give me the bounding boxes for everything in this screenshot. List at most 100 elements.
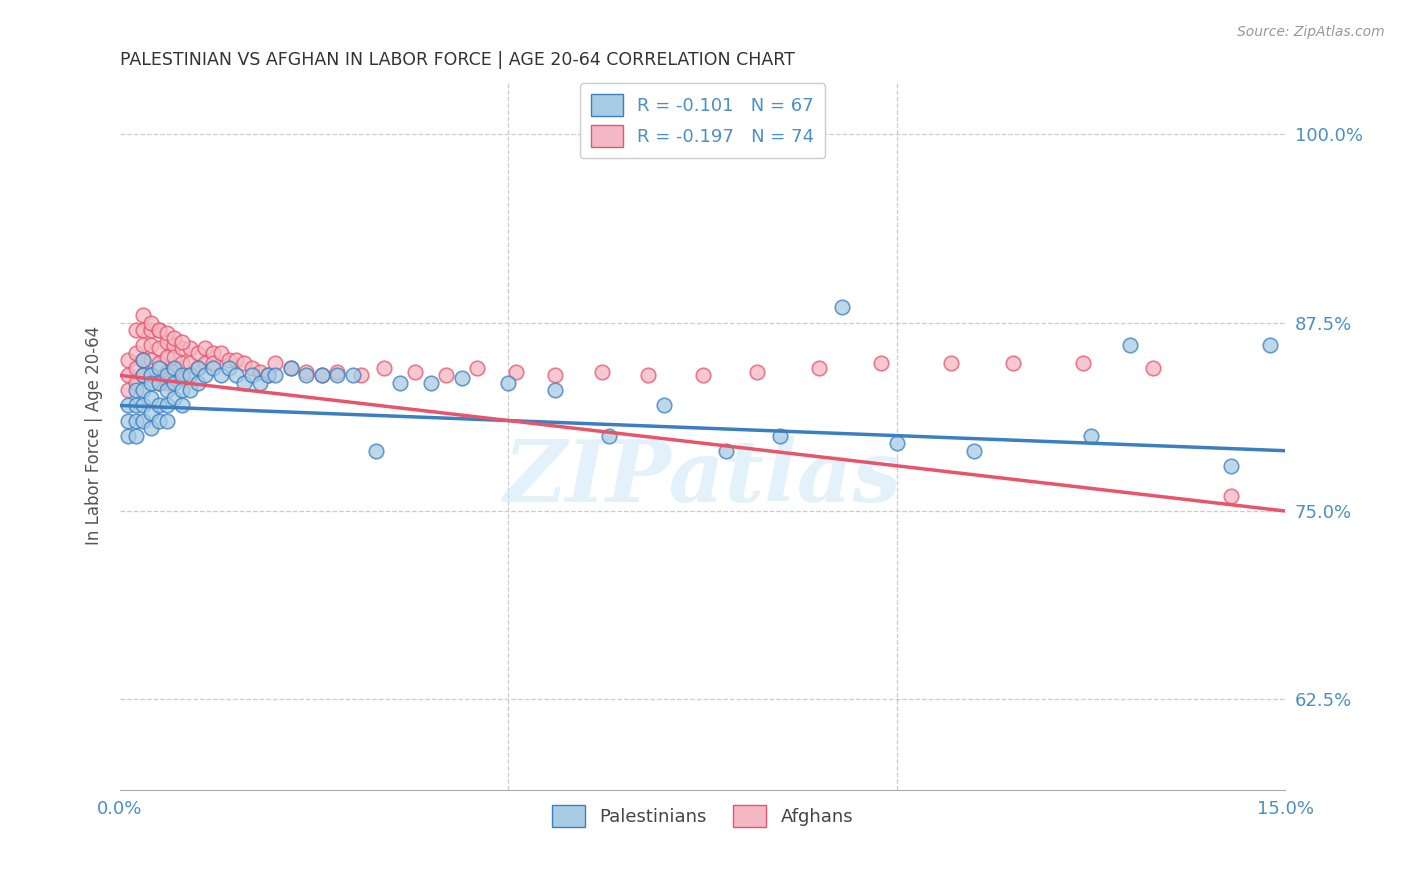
Point xyxy=(769,428,792,442)
Point xyxy=(939,356,962,370)
Point xyxy=(450,371,472,385)
Point xyxy=(637,368,659,383)
Point xyxy=(139,368,162,383)
Point xyxy=(1119,338,1142,352)
Point xyxy=(148,376,170,390)
Point xyxy=(692,368,714,383)
Point xyxy=(172,384,194,398)
Point xyxy=(187,345,209,359)
Point xyxy=(1071,356,1094,370)
Point xyxy=(342,368,364,383)
Point xyxy=(139,353,162,368)
Point xyxy=(132,353,155,368)
Point xyxy=(124,413,146,427)
Point xyxy=(434,368,457,383)
Point xyxy=(598,428,620,442)
Point xyxy=(155,413,177,427)
Point xyxy=(172,356,194,370)
Point xyxy=(187,360,209,375)
Point xyxy=(172,371,194,385)
Point xyxy=(963,443,986,458)
Point xyxy=(1258,338,1281,352)
Point xyxy=(117,353,139,368)
Point xyxy=(264,356,287,370)
Point xyxy=(155,326,177,340)
Point xyxy=(163,391,186,405)
Point xyxy=(172,341,194,355)
Point xyxy=(155,368,177,383)
Point xyxy=(155,335,177,350)
Point xyxy=(148,413,170,427)
Point xyxy=(132,353,155,368)
Point xyxy=(132,308,155,322)
Point xyxy=(373,360,395,375)
Legend: Palestinians, Afghans: Palestinians, Afghans xyxy=(546,797,860,834)
Point xyxy=(280,360,302,375)
Point xyxy=(155,384,177,398)
Point xyxy=(139,376,162,390)
Point xyxy=(124,376,146,390)
Point xyxy=(172,368,194,383)
Point xyxy=(544,368,567,383)
Point xyxy=(225,368,247,383)
Text: ZIPatlas: ZIPatlas xyxy=(503,436,901,520)
Point xyxy=(139,338,162,352)
Point xyxy=(132,368,155,383)
Point xyxy=(388,376,411,390)
Point xyxy=(1002,356,1025,370)
Point xyxy=(544,384,567,398)
Point xyxy=(132,399,155,413)
Point xyxy=(264,368,287,383)
Point xyxy=(148,399,170,413)
Point xyxy=(1219,458,1241,473)
Point xyxy=(1219,489,1241,503)
Point xyxy=(366,443,388,458)
Point xyxy=(194,368,217,383)
Point xyxy=(886,436,908,450)
Point xyxy=(652,399,675,413)
Point xyxy=(202,345,225,359)
Point xyxy=(124,360,146,375)
Point xyxy=(194,341,217,355)
Point xyxy=(117,368,139,383)
Point xyxy=(139,323,162,337)
Point xyxy=(163,365,186,379)
Point xyxy=(808,360,831,375)
Point xyxy=(280,360,302,375)
Text: PALESTINIAN VS AFGHAN IN LABOR FORCE | AGE 20-64 CORRELATION CHART: PALESTINIAN VS AFGHAN IN LABOR FORCE | A… xyxy=(120,51,794,69)
Point xyxy=(295,365,318,379)
Point xyxy=(498,376,520,390)
Point xyxy=(202,360,225,375)
Point xyxy=(233,356,256,370)
Point xyxy=(295,368,318,383)
Point xyxy=(179,356,201,370)
Point xyxy=(187,360,209,375)
Point xyxy=(179,341,201,355)
Point xyxy=(194,356,217,370)
Point xyxy=(419,376,441,390)
Point xyxy=(117,428,139,442)
Point xyxy=(326,365,349,379)
Point xyxy=(163,331,186,345)
Point xyxy=(179,368,201,383)
Point xyxy=(132,413,155,427)
Point xyxy=(139,421,162,435)
Point xyxy=(311,368,333,383)
Point xyxy=(155,350,177,364)
Point xyxy=(505,365,527,379)
Point xyxy=(256,368,278,383)
Point xyxy=(124,345,146,359)
Point xyxy=(465,360,488,375)
Point xyxy=(139,316,162,330)
Point xyxy=(155,399,177,413)
Point xyxy=(148,341,170,355)
Point xyxy=(350,368,373,383)
Point xyxy=(148,360,170,375)
Point xyxy=(139,368,162,383)
Point xyxy=(714,443,737,458)
Point xyxy=(218,360,240,375)
Point xyxy=(163,360,186,375)
Point xyxy=(132,368,155,383)
Point xyxy=(256,368,278,383)
Point xyxy=(179,384,201,398)
